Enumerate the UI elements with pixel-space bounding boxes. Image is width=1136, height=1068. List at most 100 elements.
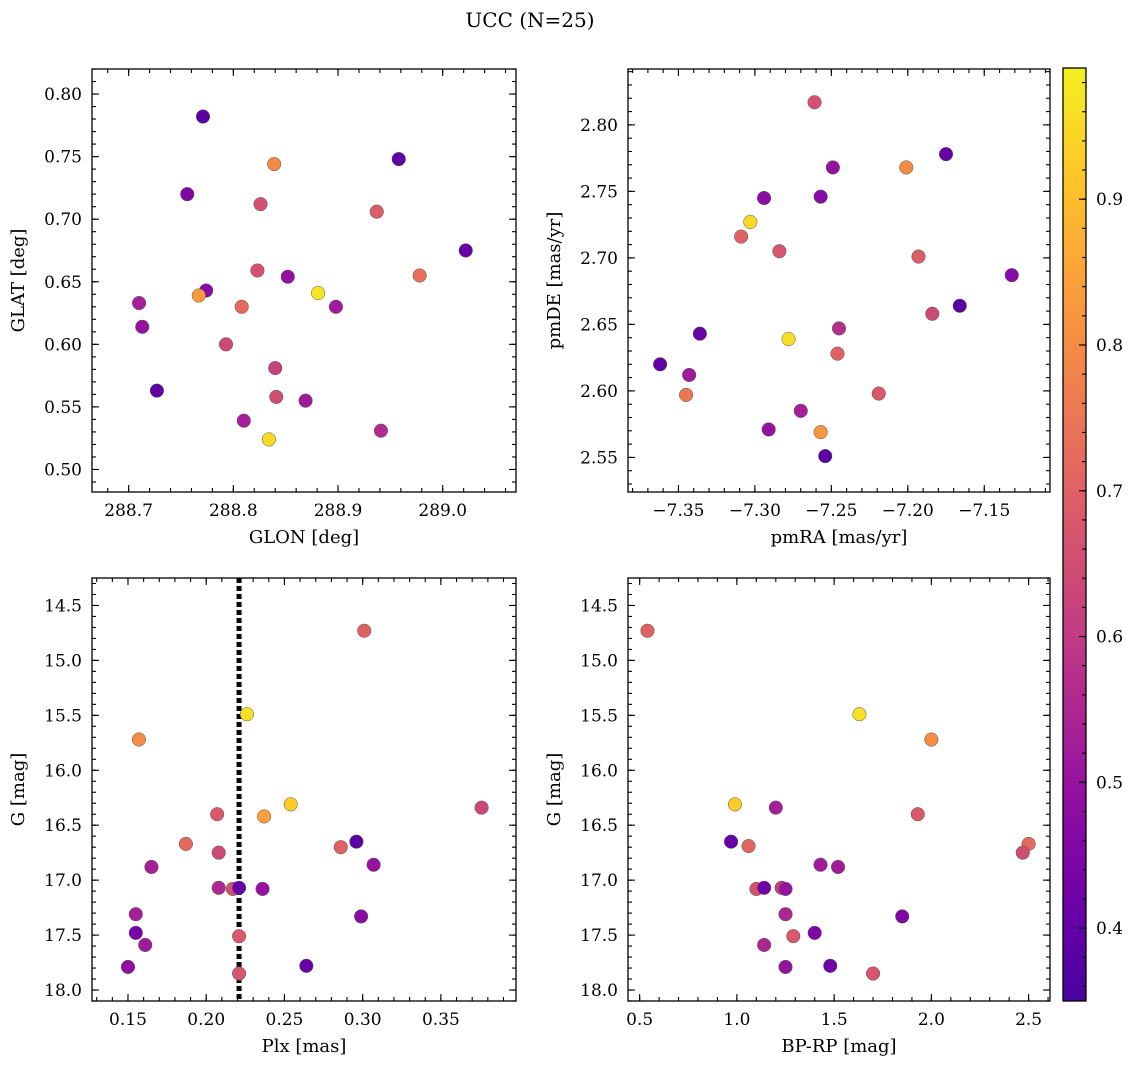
data-point [234, 299, 249, 314]
data-point [357, 623, 372, 638]
data-point [895, 909, 910, 924]
data-point [366, 857, 381, 872]
data-point [232, 880, 247, 895]
data-point [807, 925, 822, 940]
data-point [138, 937, 153, 953]
data-point [924, 732, 939, 747]
data-point [813, 857, 828, 872]
x-tick-label: −7.30 [729, 501, 781, 521]
figure-title: UCC (N=25) [465, 8, 594, 32]
data-point [925, 306, 940, 321]
data-point [786, 929, 801, 944]
data-point [311, 285, 326, 301]
y-tick-label: 14.5 [44, 596, 82, 616]
y-tick-label: 0.50 [44, 460, 82, 480]
x-tick-label: 1.0 [723, 1010, 750, 1030]
data-point [768, 800, 783, 815]
data-point [267, 157, 282, 172]
data-point [268, 361, 283, 376]
scatter-panels: 288.7 288.8 288.9 289.0 0.50 0.55 0.60 0.65 0.70… [8, 68, 1051, 1057]
y-tick-label: 14.5 [580, 596, 618, 616]
data-point [781, 331, 796, 347]
y-tick-label: 2.80 [580, 116, 618, 136]
plot-frame [91, 68, 517, 493]
y-axis-label: GLAT [deg] [8, 229, 29, 333]
data-point [354, 909, 369, 924]
y-axis-label: G [mag] [8, 753, 29, 826]
data-point [911, 249, 926, 264]
data-point [328, 299, 343, 314]
data-point [144, 859, 159, 875]
data-point [195, 109, 211, 124]
data-point [727, 797, 743, 812]
data-point [255, 881, 270, 896]
y-tick-label: 15.0 [44, 651, 82, 671]
y-tick-label: 15.5 [44, 706, 82, 726]
data-point [349, 834, 364, 849]
data-point [831, 321, 847, 336]
data-point [778, 881, 793, 896]
data-point [734, 229, 749, 244]
y-tick-label: 0.65 [44, 273, 82, 293]
x-tick-label: −7.25 [805, 501, 857, 521]
x-tick-label: 288.9 [314, 501, 363, 521]
data-point [823, 958, 838, 973]
data-point [778, 907, 793, 922]
data-point [257, 809, 272, 824]
scatter-panel-3: 0.15 0.20 0.25 0.30 0.35 14.5 15.0 15.5 16.0 16.5… [8, 577, 517, 1057]
plot-frame [627, 68, 1051, 493]
data-point [250, 263, 265, 278]
data-point [132, 295, 147, 311]
y-tick-label: 2.60 [580, 382, 618, 402]
data-point [128, 907, 143, 922]
x-axis-label: BP-RP [mag] [781, 1036, 896, 1057]
x-tick-label: −7.15 [958, 501, 1010, 521]
data-point [369, 204, 384, 219]
data-point [298, 393, 313, 408]
data-point [778, 959, 793, 974]
data-point [724, 834, 739, 849]
x-tick-label: 1.5 [821, 1010, 848, 1030]
data-point [757, 880, 772, 895]
data-point [910, 807, 925, 822]
colorbar: 0.4 0.5 0.6 0.7 0.8 0.9 [1062, 67, 1123, 1002]
data-point [793, 403, 808, 418]
x-tick-label: 0.25 [266, 1010, 304, 1030]
x-tick-label: 0.35 [422, 1010, 460, 1030]
data-point [807, 95, 822, 110]
x-tick-label: 0.15 [109, 1010, 147, 1030]
data-point [333, 840, 348, 855]
x-tick-label: −7.20 [882, 501, 934, 521]
y-axis-label: pmDE [mas/yr] [544, 212, 565, 350]
data-point [128, 925, 143, 940]
y-tick-label: 16.0 [580, 761, 618, 781]
colorbar-tick-label: 0.7 [1096, 482, 1123, 502]
data-point [180, 187, 195, 202]
y-tick-label: 17.0 [580, 871, 618, 891]
colorbar-tick-label: 0.6 [1096, 628, 1123, 648]
scatter-panel-4: 0.5 1.0 1.5 2.0 2.5 14.5 15.0 15.5 16.0 16.5 17.0 1… [544, 577, 1051, 1057]
data-point [825, 160, 840, 175]
x-tick-label: 0.20 [187, 1010, 225, 1030]
y-tick-label: 18.0 [580, 981, 618, 1001]
y-tick-label: 0.75 [44, 148, 82, 168]
data-point [818, 449, 833, 464]
data-point [813, 189, 828, 204]
data-point [373, 423, 388, 438]
y-tick-label: 18.0 [44, 981, 82, 1001]
x-tick-label: 288.8 [209, 501, 258, 521]
data-point [692, 326, 707, 341]
data-point [741, 839, 756, 854]
data-point [952, 298, 967, 313]
data-point [757, 937, 772, 953]
data-point [280, 269, 295, 284]
data-point [757, 190, 772, 206]
plot-frame [91, 577, 517, 1002]
x-axis-label: GLON [deg] [249, 527, 359, 548]
data-point [679, 387, 694, 402]
y-tick-label: 15.5 [580, 706, 618, 726]
x-tick-label: 2.0 [918, 1010, 945, 1030]
x-axis-label: pmRA [mas/yr] [771, 527, 908, 548]
data-point [218, 337, 234, 352]
